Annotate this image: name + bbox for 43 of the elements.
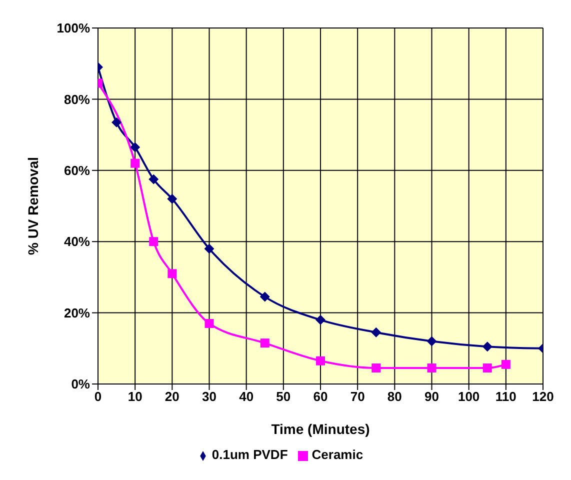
y-tick-label: 40% <box>64 234 90 250</box>
x-tick-label: 80 <box>387 389 402 404</box>
y-tick-label: 60% <box>64 163 90 178</box>
point <box>426 336 437 346</box>
point <box>482 342 492 352</box>
x-axis-title: Time (Minutes) <box>271 421 370 437</box>
point <box>148 174 159 184</box>
point <box>168 269 177 278</box>
x-tick-label: 70 <box>350 389 365 404</box>
point <box>501 360 510 369</box>
point <box>372 363 381 372</box>
point <box>149 237 158 246</box>
x-tick-label: 30 <box>202 389 216 404</box>
x-tick-label: 0 <box>94 389 102 404</box>
x-tick-label: 40 <box>239 389 254 404</box>
x-tick-label: 100 <box>458 389 480 404</box>
legend-label: 0.1um PVDF <box>212 447 288 462</box>
y-tick-label: 0% <box>71 376 90 392</box>
point <box>482 363 492 372</box>
x-tick-label: 20 <box>164 389 180 404</box>
point <box>130 142 140 152</box>
point <box>130 158 140 168</box>
point <box>204 244 214 254</box>
x-tick-label: 120 <box>532 389 554 404</box>
x-tick-label: 110 <box>495 389 516 404</box>
x-tick-label: 50 <box>276 389 291 404</box>
point <box>260 338 270 348</box>
point <box>167 194 178 204</box>
point <box>260 292 270 302</box>
y-tick-label: 80% <box>64 92 90 107</box>
x-tick-label: 90 <box>424 389 439 404</box>
point <box>316 314 326 325</box>
point <box>316 356 325 366</box>
point <box>112 117 122 128</box>
legend-label: Ceramic <box>312 447 364 462</box>
point <box>427 363 436 372</box>
x-tick-label: 10 <box>128 389 142 404</box>
y-axis-title: % UV Removal <box>24 156 41 256</box>
point <box>204 318 214 328</box>
y-tick-label: 20% <box>64 305 90 320</box>
y-tick-label: 100% <box>56 20 90 36</box>
x-tick-label: 60 <box>313 389 328 404</box>
point <box>371 327 382 338</box>
